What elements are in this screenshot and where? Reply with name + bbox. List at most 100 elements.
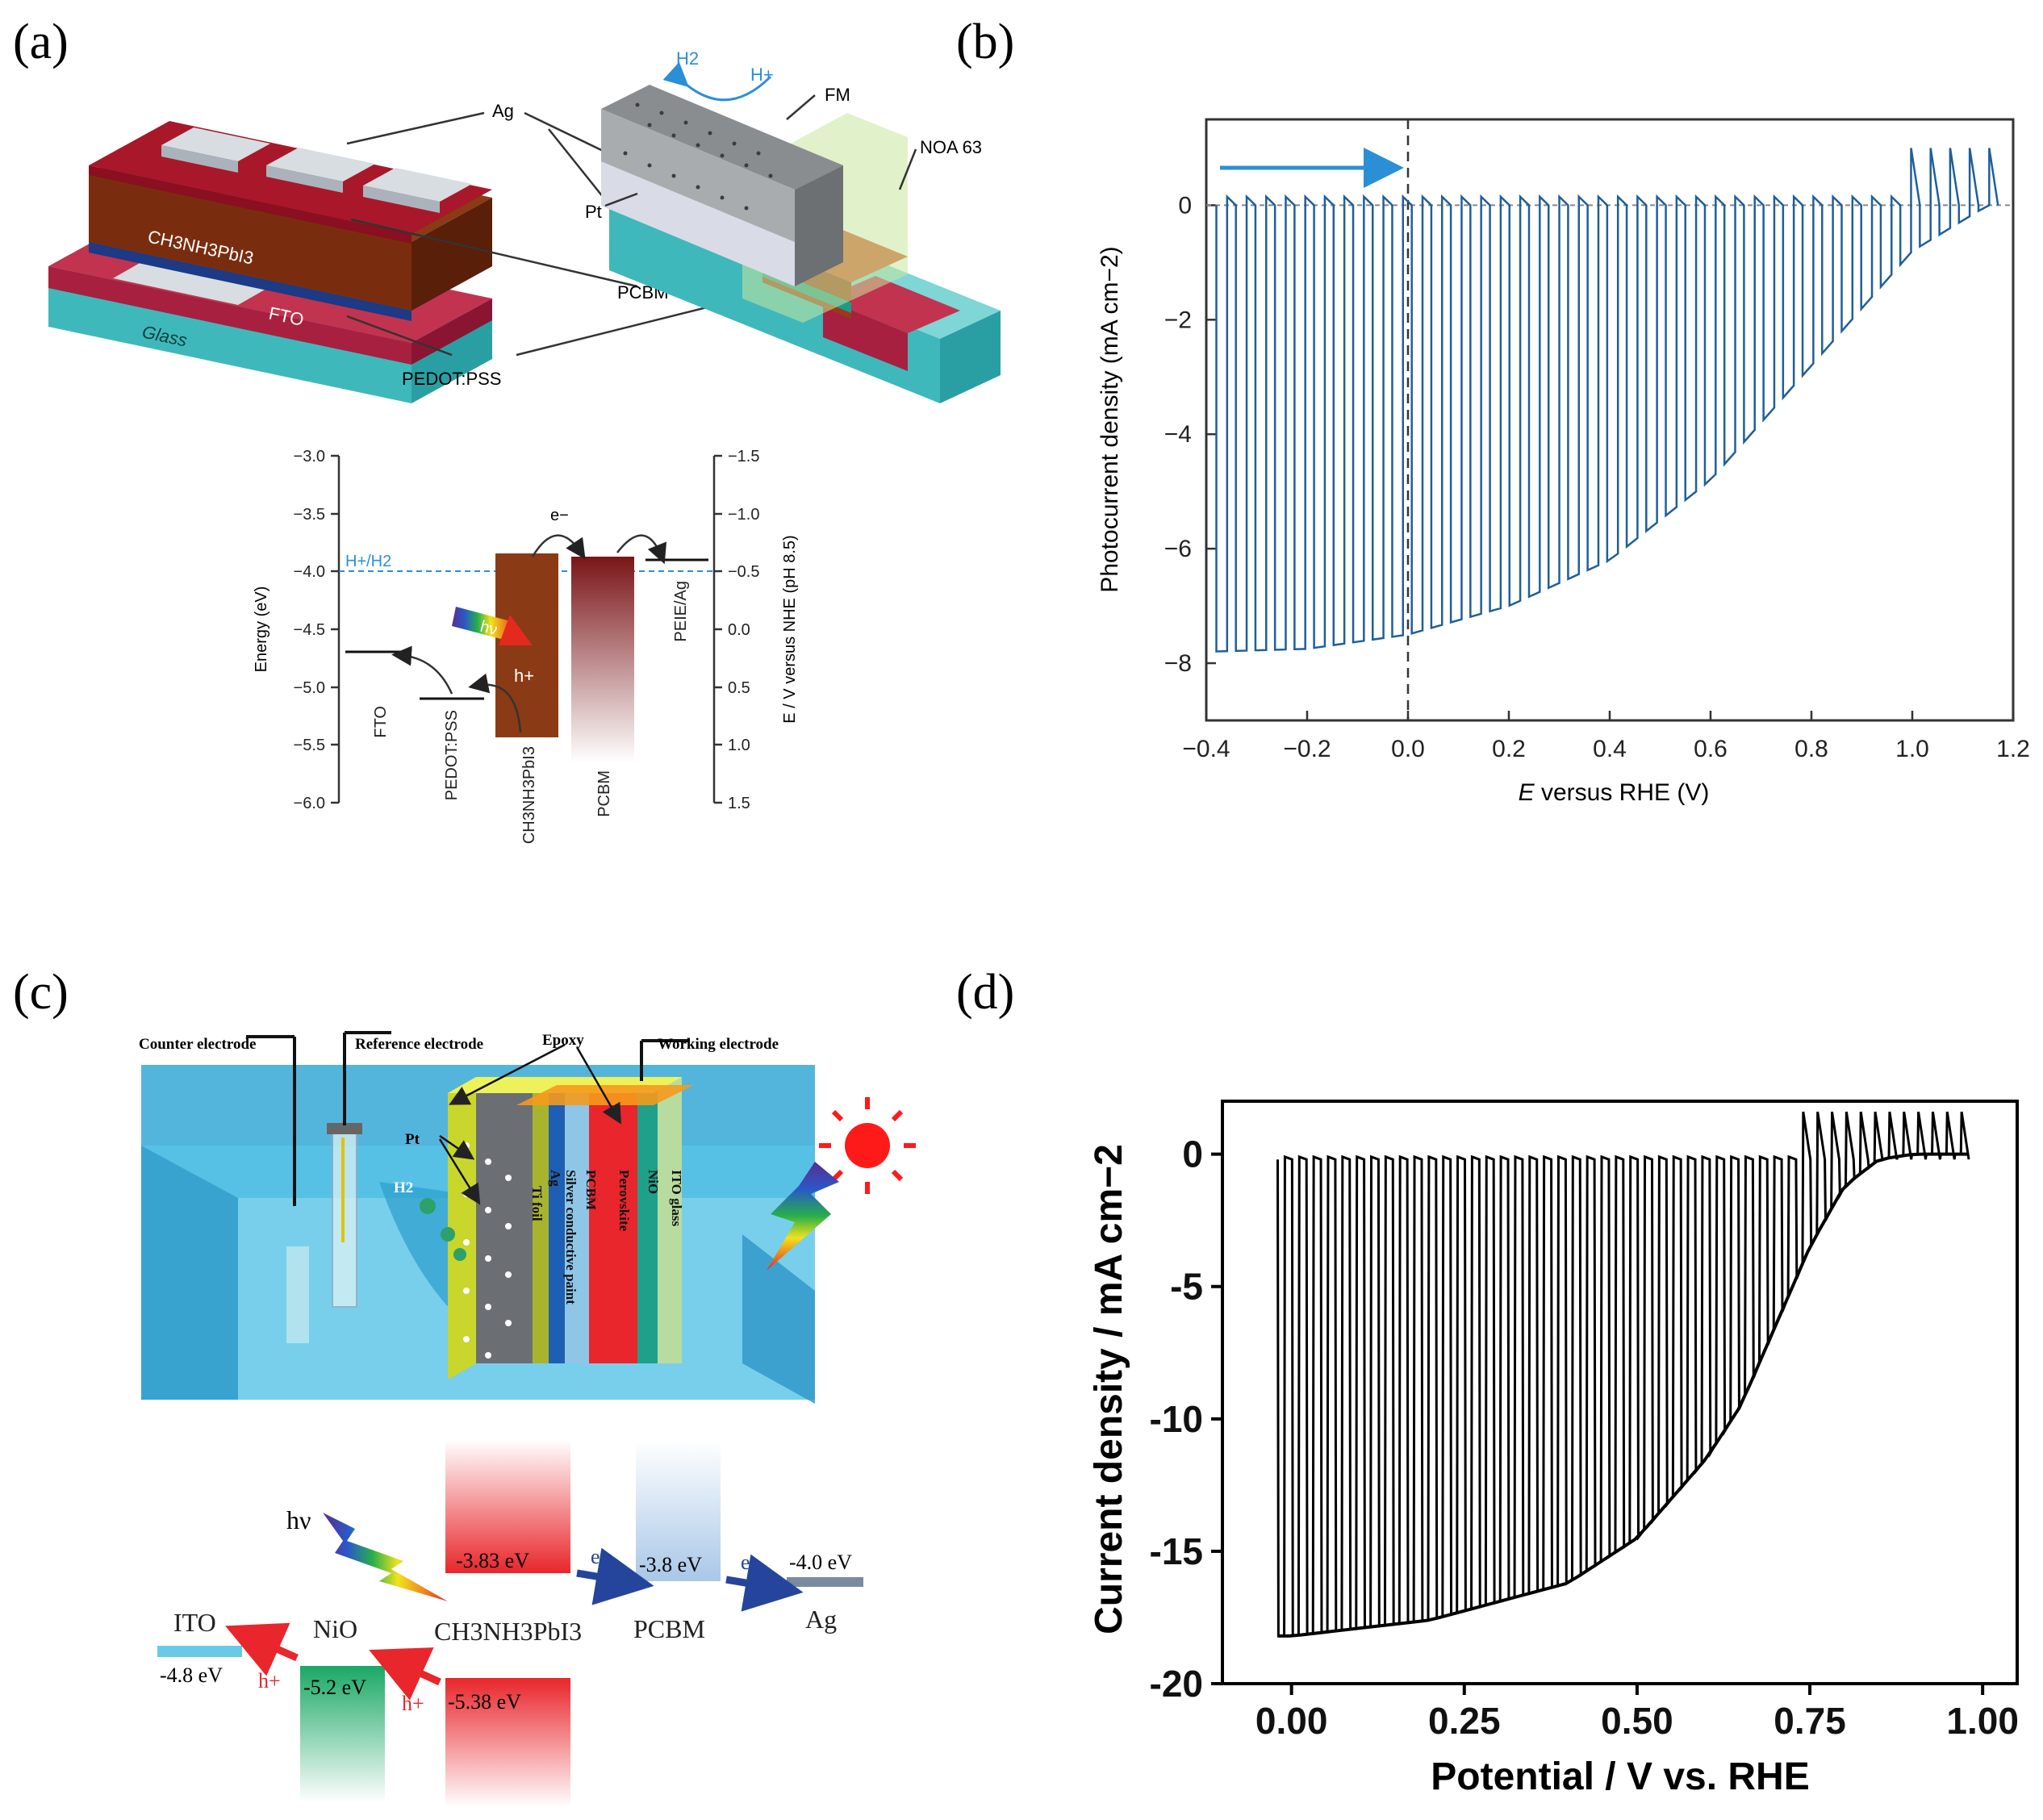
- svg-text:FTO: FTO: [372, 706, 390, 738]
- svg-text:−1.5: −1.5: [728, 448, 759, 465]
- chart-d-ytick-label: 0: [1182, 1133, 1203, 1175]
- chart-b-ylabel: Photocurrent density (mA cm−2): [1097, 246, 1123, 592]
- energy-left-axis-label: Energy (eV): [253, 586, 270, 673]
- chart-b-ytick-label: 0: [1178, 192, 1192, 219]
- svg-text:PCBM: PCBM: [583, 1170, 599, 1210]
- leader-pt: [604, 192, 638, 207]
- electron-label-a: e−: [550, 507, 569, 524]
- chart-b-ytick-label: −4: [1164, 421, 1192, 448]
- chart-d-xtick-label: 0.25: [1428, 1700, 1501, 1742]
- svg-text:ITO glass: ITO glass: [669, 1170, 684, 1226]
- electron-label-c2: e−: [741, 1551, 762, 1574]
- label-reference-electrode: Reference electrode: [355, 1036, 483, 1053]
- leader-noa: [898, 148, 917, 190]
- label-hplus-a: H+: [750, 65, 774, 85]
- pcbm-level: -3.8 eV: [639, 1553, 702, 1576]
- chart-d-light-envelope: [1277, 1152, 1970, 1638]
- chart-d-ytick-label: -10: [1150, 1398, 1203, 1440]
- chart-d-ytick-label: -15: [1150, 1530, 1203, 1572]
- chart-b-xtick-label: −0.4: [1182, 736, 1230, 762]
- panel-label-b: (b): [956, 15, 1014, 69]
- svg-text:CH3NH3PbI3: CH3NH3PbI3: [520, 746, 538, 844]
- svg-text:PCBM: PCBM: [595, 770, 613, 817]
- chart-d-ytick-label: -20: [1150, 1663, 1203, 1705]
- svg-text:0.0: 0.0: [728, 621, 750, 639]
- stack-layer-labels: Ti foil Ag Silver conductive paint PCBM …: [529, 1170, 684, 1304]
- gas-evolution-arrow: [662, 61, 772, 102]
- svg-text:Silver conductive paint: Silver conductive paint: [563, 1170, 579, 1304]
- svg-text:−6.0: −6.0: [294, 795, 325, 812]
- chart-d-current-density: 0.00 0.25 0.50 0.75 1.00 0 -5 -10 -15 -20: [1150, 1100, 2019, 1742]
- energy-diagram-a: [331, 454, 722, 804]
- label-h2-c: H2: [394, 1179, 413, 1196]
- svg-text:−4.5: −4.5: [294, 621, 325, 639]
- device-right-illustration: [601, 85, 1001, 403]
- svg-text:Perovskite: Perovskite: [616, 1170, 632, 1232]
- svg-text:1.5: 1.5: [728, 795, 750, 812]
- label-pedot-a: PEDOT:PSS: [402, 369, 501, 389]
- chart-d-xtick-label: 0.50: [1601, 1700, 1673, 1742]
- fm-pores: [623, 102, 773, 211]
- chart-b-xtick-label: 0.0: [1391, 736, 1425, 762]
- panel-label-c: (c): [13, 965, 69, 1020]
- chart-d-xlabel: Potential / V vs. RHE: [1431, 1755, 1809, 1798]
- svg-text:NiO: NiO: [313, 1614, 357, 1643]
- label-noa: NOA 63: [920, 137, 982, 157]
- chart-b-series-chopped: [1215, 148, 1999, 653]
- label-epoxy: Epoxy: [542, 1032, 584, 1049]
- label-fm: FM: [825, 85, 850, 105]
- svg-text:PEIE/Ag: PEIE/Ag: [672, 581, 690, 642]
- label-h2-a: H2: [676, 48, 699, 69]
- chart-b-photocurrent: −0.4 −0.2 0.0 0.2 0.4 0.6 0.8 1.0 1.2 0 −2 −4 −6 −8: [1164, 118, 2030, 762]
- svg-text:−5.5: −5.5: [294, 737, 325, 754]
- chart-b-ytick-label: −2: [1164, 307, 1192, 333]
- panel-label-a: (a): [13, 15, 69, 69]
- panel-label-d: (d): [956, 965, 1014, 1020]
- chart-b-xtick-label: −0.2: [1283, 736, 1331, 762]
- energy-right-ticks: −1.5 −1.0 −0.5 0.0 0.5 1.0 1.5: [728, 448, 759, 812]
- label-working-electrode: Working electrode: [658, 1036, 779, 1053]
- svg-text:ITO: ITO: [173, 1608, 216, 1637]
- redox-label: H+/H2: [345, 553, 391, 570]
- energy-right-axis-label: E / V versus NHE (pH 8.5): [781, 535, 799, 723]
- chart-b-xtick-label: 0.8: [1794, 736, 1828, 762]
- chart-b-xtick-label: 0.2: [1492, 736, 1526, 762]
- svg-text:Ag: Ag: [548, 1170, 563, 1187]
- svg-text:Ti foil: Ti foil: [529, 1186, 545, 1221]
- chart-b-xtick-label: 1.2: [1996, 736, 2030, 762]
- chart-d-ytick-label: -5: [1170, 1266, 1203, 1308]
- label-pt-a: Pt: [585, 202, 602, 222]
- chart-b-xtick-label: 0.4: [1593, 736, 1627, 762]
- svg-text:PEDOT:PSS: PEDOT:PSS: [443, 710, 461, 800]
- label-pt-c: Pt: [405, 1131, 420, 1148]
- label-counter-electrode: Counter electrode: [139, 1036, 256, 1053]
- chart-d-xtick-label: 0.00: [1255, 1700, 1328, 1742]
- svg-text:−5.0: −5.0: [294, 679, 325, 697]
- svg-text:PCBM: PCBM: [633, 1614, 705, 1643]
- svg-text:NiO: NiO: [645, 1170, 661, 1194]
- energy-levels-c: [157, 1440, 863, 1807]
- svg-text:−1.0: −1.0: [728, 506, 759, 524]
- chart-d-xtick-label: 0.75: [1774, 1700, 1846, 1742]
- photon-label-c: hν: [286, 1505, 311, 1534]
- chart-b-xtick-label: 0.6: [1694, 736, 1728, 762]
- cell-illustration-c: [141, 1031, 916, 1404]
- label-ag: Ag: [492, 101, 514, 121]
- svg-text:−3.5: −3.5: [294, 506, 325, 524]
- chart-d-xtick-label: 1.00: [1946, 1700, 2019, 1742]
- hole-label-c1: h+: [258, 1669, 281, 1693]
- chart-b-xlabel: E versus RHE (V): [1519, 779, 1710, 806]
- energy-layer-names: FTO PEDOT:PSS CH3NH3PbI3 PCBM PEIE/Ag: [372, 581, 690, 844]
- perovskite-cb-level: -3.83 eV: [456, 1549, 529, 1572]
- hole-label-c2: h+: [402, 1692, 424, 1715]
- chart-b-ytick-label: −6: [1164, 536, 1192, 562]
- svg-text:CH3NH3PbI3: CH3NH3PbI3: [434, 1617, 582, 1646]
- svg-text:−3.0: −3.0: [294, 448, 325, 465]
- svg-text:−0.5: −0.5: [728, 563, 759, 581]
- nio-level: -5.2 eV: [303, 1676, 366, 1699]
- svg-text:−4.0: −4.0: [294, 563, 325, 581]
- hole-label-a: h+: [514, 666, 534, 686]
- svg-text:Ag: Ag: [805, 1605, 837, 1634]
- energy-c-material-names: ITO NiO CH3NH3PbI3 PCBM Ag: [173, 1605, 837, 1646]
- svg-text:1.0: 1.0: [728, 737, 750, 754]
